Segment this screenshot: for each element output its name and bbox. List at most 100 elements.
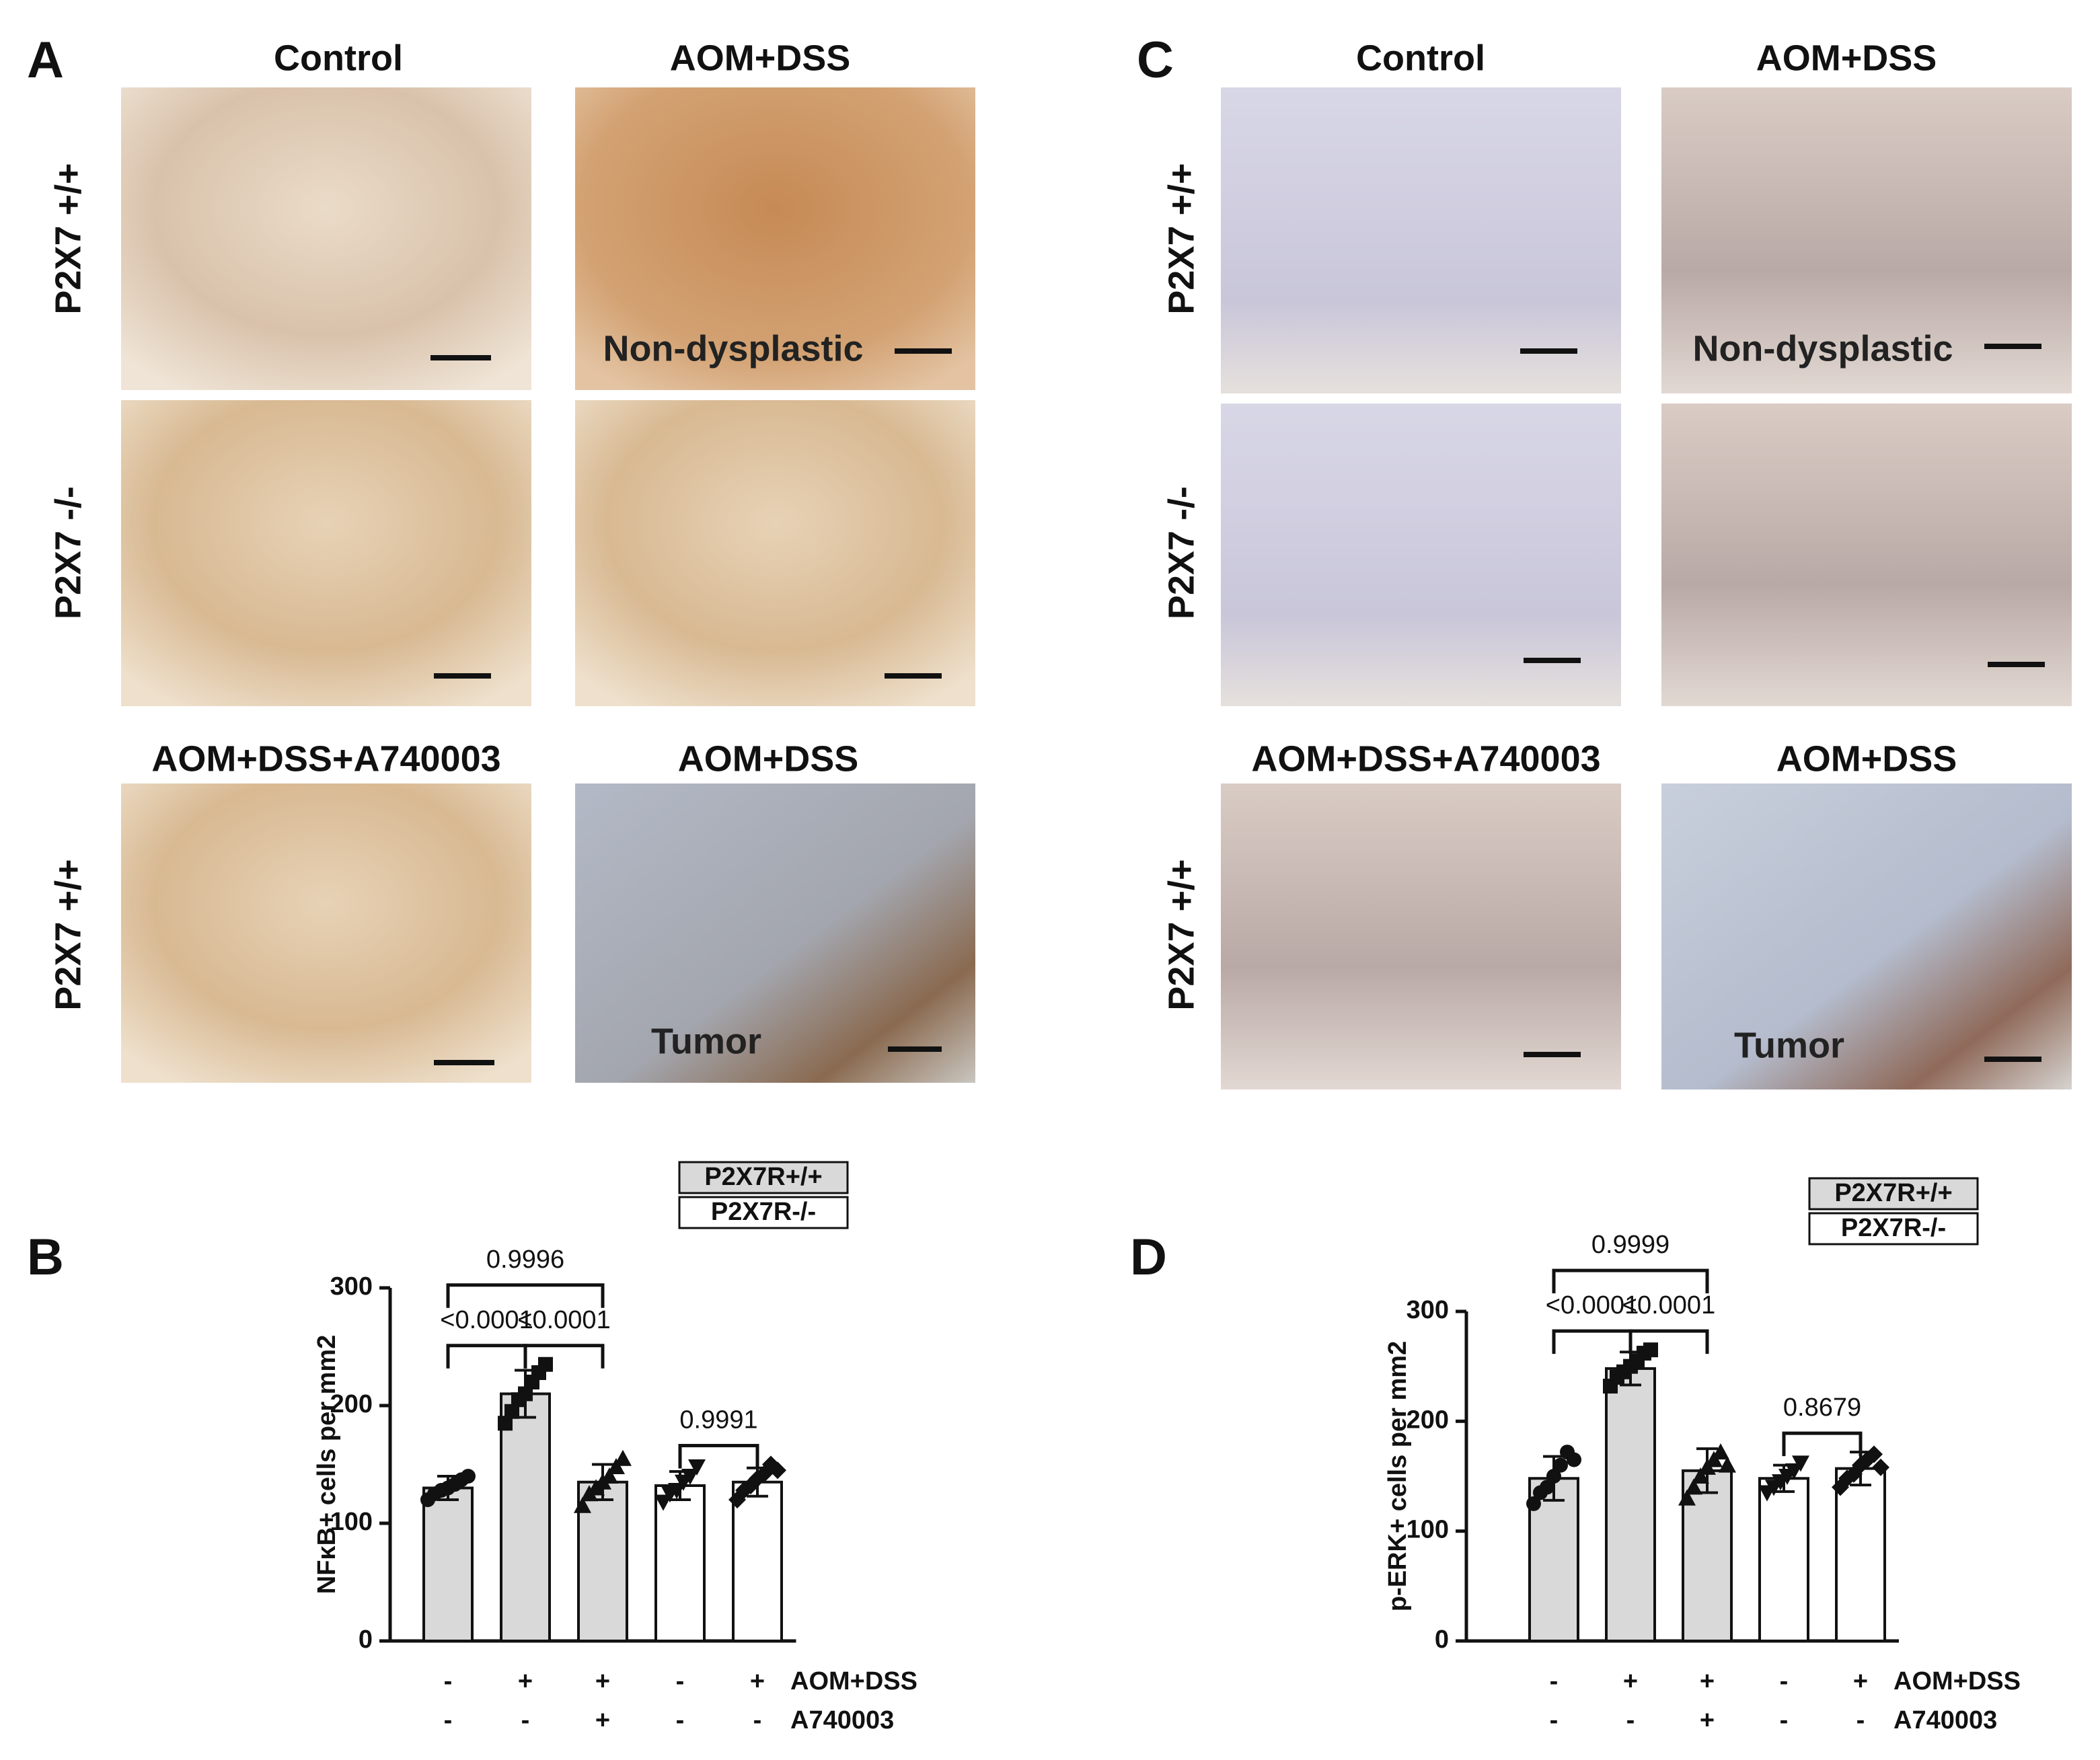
- y-tick-label: 0: [359, 1625, 373, 1654]
- data-point: [1712, 1443, 1729, 1460]
- condition-sign: +: [595, 1667, 610, 1695]
- significance-bracket: [1552, 1268, 1709, 1294]
- significance-bracket: [446, 1344, 527, 1369]
- column-header: AOM+DSS: [670, 38, 851, 78]
- micrograph: [121, 783, 531, 1083]
- column-header: Control: [274, 38, 403, 78]
- image-note: Non-dysplastic: [603, 328, 863, 369]
- condition-label: AOM+DSS: [790, 1667, 917, 1695]
- row-label: P2X7 +/+: [48, 859, 88, 1010]
- data-point: [498, 1416, 513, 1431]
- data-point: [538, 1356, 553, 1372]
- data-point: [1792, 1455, 1809, 1472]
- legend-swatch: [1808, 1212, 1979, 1246]
- micrograph: [1221, 404, 1621, 706]
- data-point: [1643, 1342, 1658, 1358]
- condition-sign: -: [444, 1667, 453, 1695]
- micrograph: [121, 87, 531, 390]
- micrograph: [1221, 87, 1621, 393]
- significance-bracket: [1782, 1431, 1863, 1457]
- condition-sign: -: [1626, 1706, 1635, 1734]
- condition-sign: +: [1700, 1667, 1715, 1695]
- data-point: [769, 1461, 786, 1480]
- image-note: Tumor: [1734, 1025, 1844, 1065]
- data-point: [504, 1404, 519, 1419]
- micrograph: [1661, 404, 2072, 706]
- p-value: <0.0001: [440, 1306, 533, 1334]
- micrograph: [1661, 87, 2072, 393]
- y-tick-label: 300: [330, 1272, 373, 1301]
- condition-sign: -: [1780, 1706, 1789, 1734]
- data-point: [688, 1459, 706, 1476]
- column-header: AOM+DSS: [1776, 738, 1957, 779]
- condition-sign: -: [676, 1706, 685, 1734]
- column-header: AOM+DSS: [1756, 38, 1937, 78]
- data-point: [614, 1449, 632, 1466]
- legend-swatch: [678, 1161, 849, 1194]
- column-header: AOM+DSS: [678, 738, 859, 779]
- y-axis-label: p-ERK+ cells per mm2: [1384, 1341, 1412, 1611]
- data-point: [681, 1469, 699, 1485]
- y-tick-label: 200: [330, 1390, 373, 1418]
- legend-label: P2X7R+/+: [704, 1163, 822, 1191]
- p-value: <0.0001: [517, 1306, 610, 1334]
- condition-sign: +: [595, 1706, 610, 1734]
- bar: [422, 1486, 474, 1642]
- p-value: 0.9991: [679, 1406, 757, 1434]
- column-header: AOM+DSS+A740003: [151, 738, 500, 779]
- condition-label: A740003: [790, 1706, 894, 1734]
- row-label: P2X7 -/-: [48, 486, 88, 619]
- image-note: Tumor: [651, 1021, 761, 1061]
- condition-sign: -: [1550, 1706, 1559, 1734]
- y-tick-label: 100: [330, 1508, 373, 1536]
- bar: [1758, 1477, 1809, 1642]
- significance-bracket: [1552, 1329, 1633, 1354]
- column-header: AOM+DSS+A740003: [1251, 738, 1600, 779]
- data-point: [1692, 1467, 1709, 1484]
- panel-letter: C: [1137, 32, 1174, 89]
- legend-label: P2X7R-/-: [711, 1198, 816, 1226]
- p-value: 0.9999: [1591, 1231, 1670, 1259]
- condition-sign: +: [1623, 1667, 1638, 1695]
- bar: [1605, 1367, 1656, 1643]
- data-point: [461, 1469, 476, 1484]
- condition-label: A740003: [1893, 1706, 1997, 1734]
- condition-sign: +: [1853, 1667, 1868, 1695]
- condition-sign: +: [750, 1667, 765, 1695]
- panel-letter: A: [27, 32, 64, 89]
- data-point: [518, 1386, 533, 1402]
- condition-sign: -: [1857, 1706, 1865, 1734]
- condition-sign: -: [676, 1667, 685, 1695]
- significance-bracket: [523, 1344, 605, 1369]
- data-point: [1719, 1456, 1736, 1473]
- condition-sign: +: [518, 1667, 533, 1695]
- y-tick-label: 300: [1407, 1296, 1449, 1324]
- data-point: [668, 1483, 685, 1499]
- y-tick-label: 100: [1407, 1516, 1449, 1544]
- panel-letter: B: [27, 1229, 64, 1286]
- scale-bars: [430, 348, 952, 1065]
- micrograph: [575, 87, 975, 390]
- micrograph: [575, 783, 975, 1083]
- data-point: [1567, 1452, 1581, 1467]
- data-point: [607, 1458, 625, 1474]
- condition-label: AOM+DSS: [1893, 1667, 2021, 1695]
- column-header: Control: [1356, 38, 1485, 78]
- legend-swatch: [1808, 1177, 1979, 1211]
- row-label: P2X7 +/+: [48, 163, 88, 314]
- row-label: P2X7 +/+: [1161, 859, 1201, 1010]
- micrograph: [575, 400, 975, 706]
- bar: [500, 1392, 551, 1642]
- data-point: [1553, 1457, 1568, 1473]
- data-point: [1678, 1489, 1696, 1506]
- condition-sign: -: [1550, 1667, 1559, 1695]
- legend-label: P2X7R+/+: [1834, 1179, 1952, 1207]
- condition-sign: -: [753, 1706, 762, 1734]
- micrograph: [1221, 783, 1621, 1089]
- row-label: P2X7 -/-: [1161, 486, 1201, 619]
- p-value: <0.0001: [1622, 1291, 1715, 1319]
- scale-bars: [1520, 344, 2045, 1062]
- data-point: [1865, 1445, 1883, 1463]
- data-point: [654, 1494, 672, 1511]
